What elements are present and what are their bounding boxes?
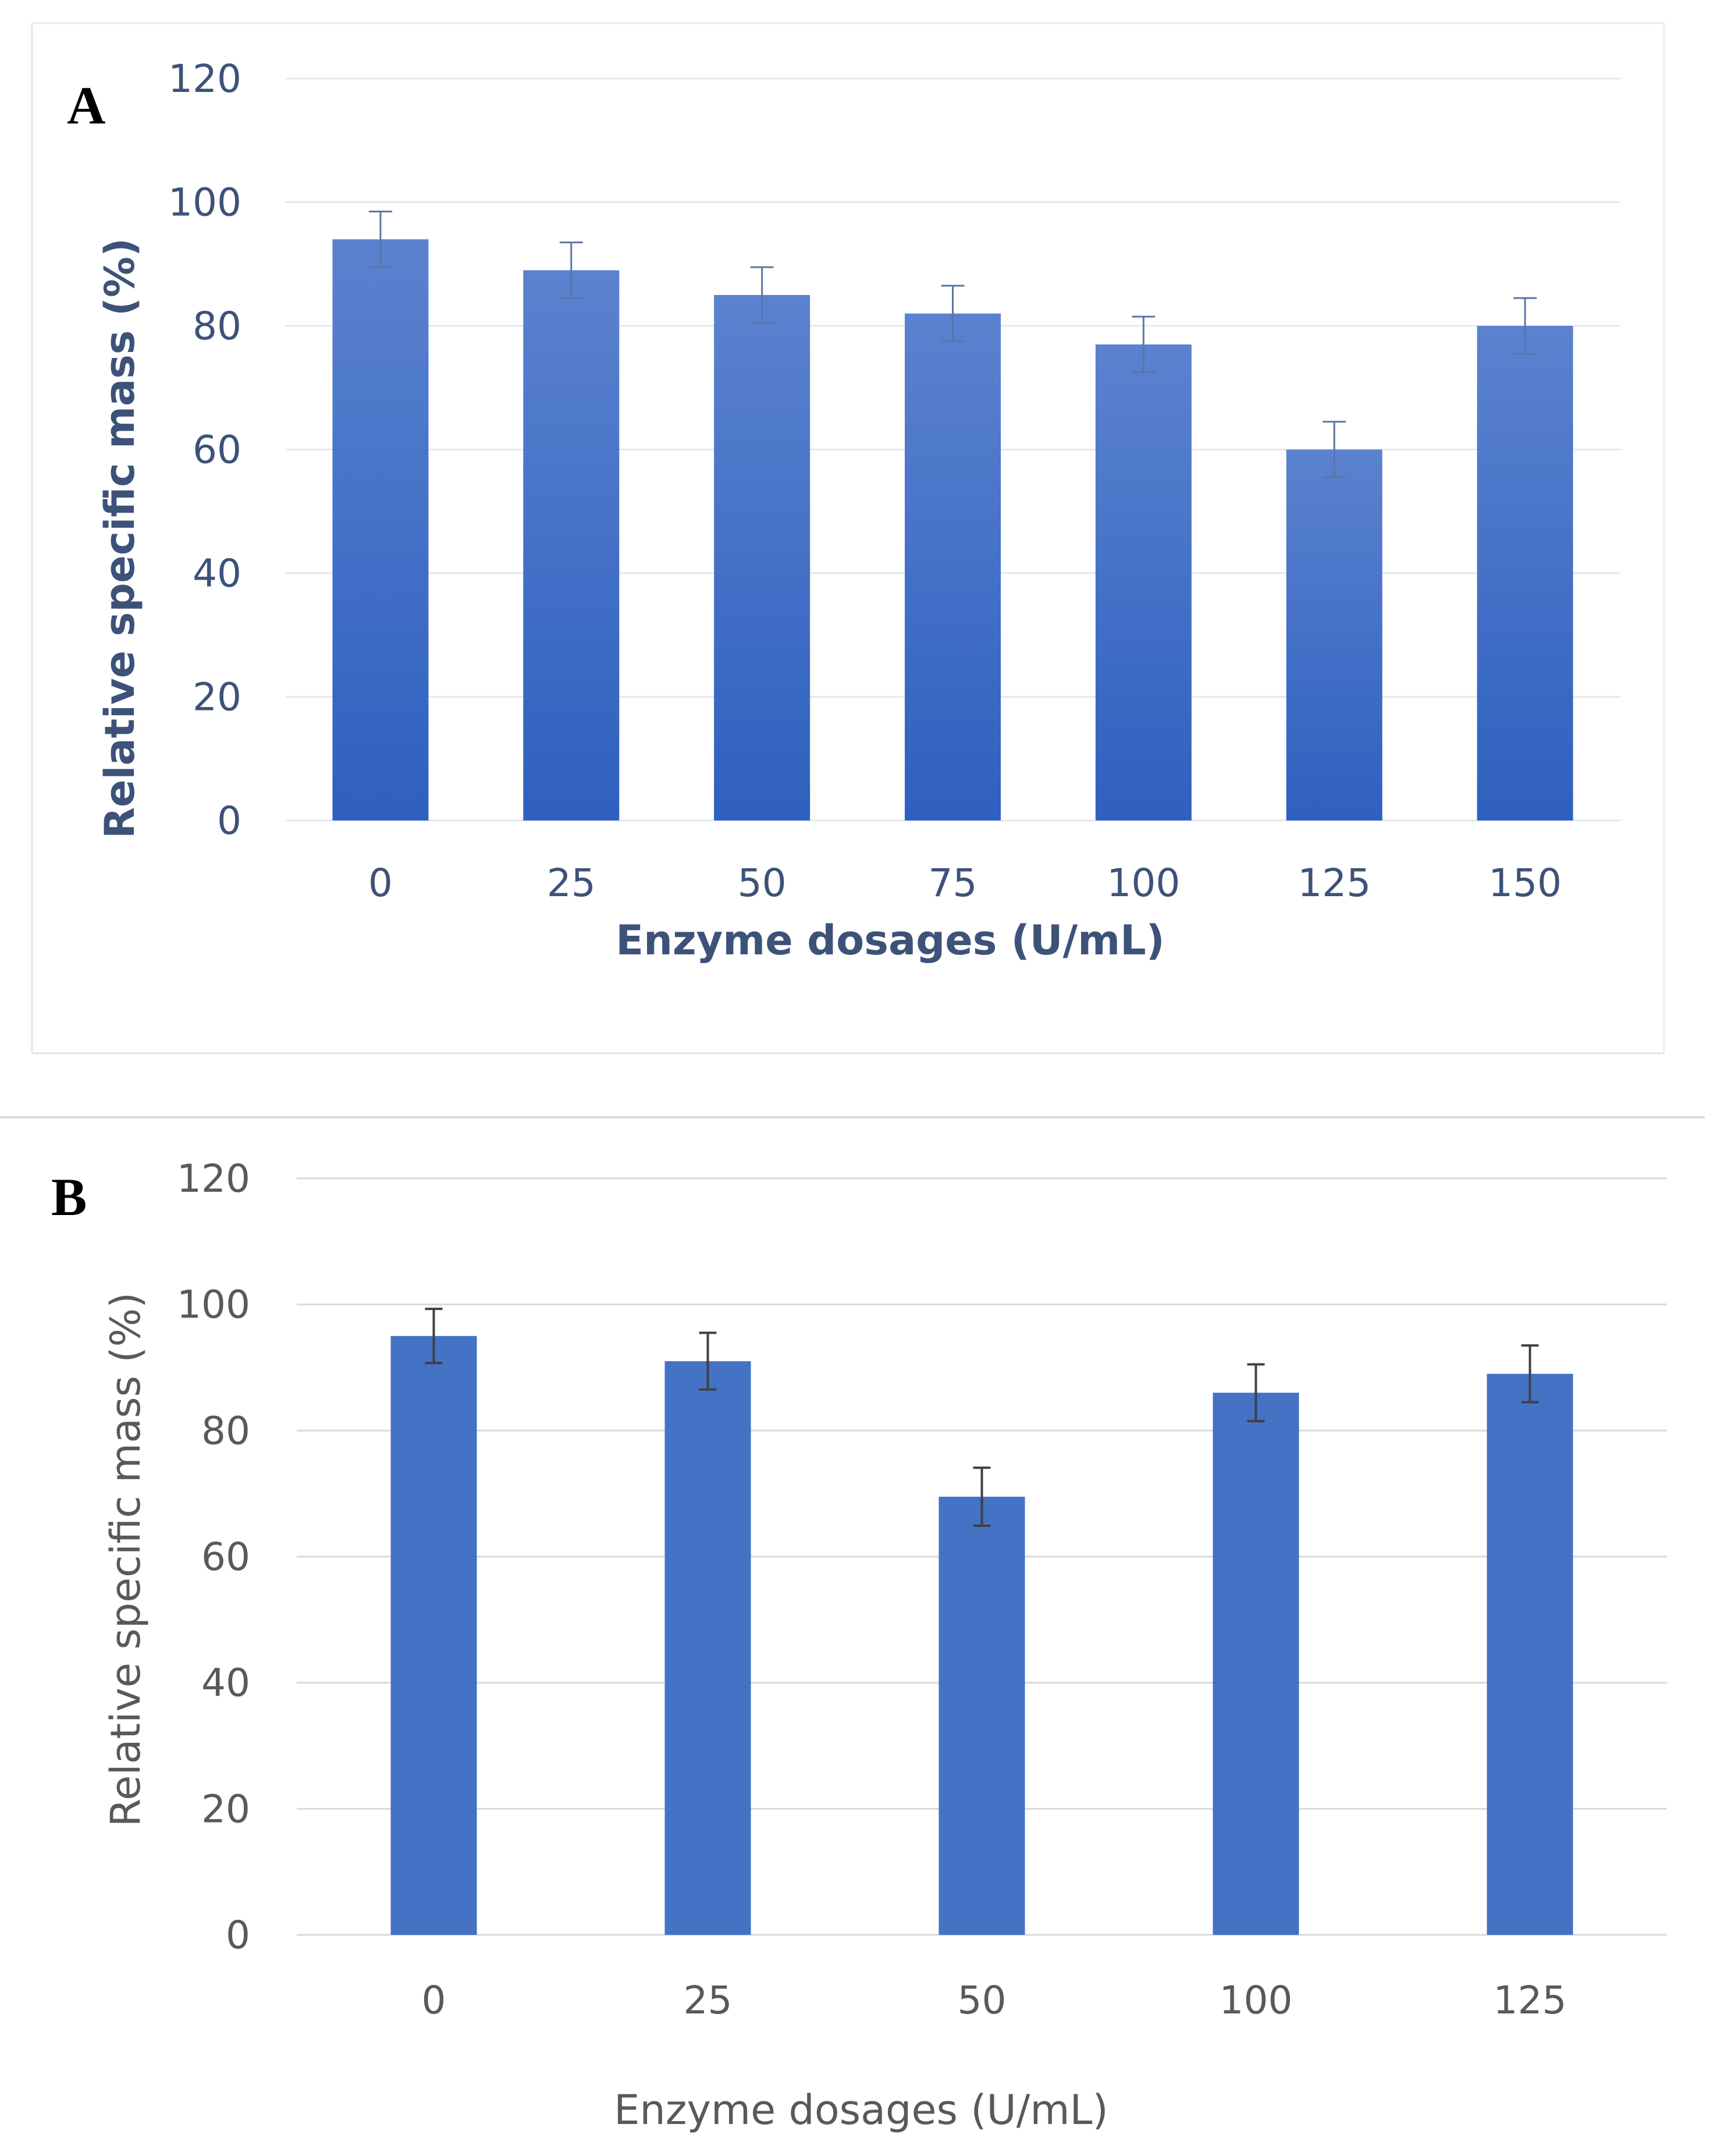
panel-a-y-tick-label: 120 (168, 56, 241, 101)
panel-a-error-bar (941, 285, 965, 343)
panel-a-y-tick-label: 20 (193, 675, 241, 720)
panel-a-error-bars (368, 210, 1537, 478)
panel-b-bar (939, 1497, 1025, 1935)
panel-a-bars (332, 239, 1573, 821)
panel-a-bar (1095, 344, 1192, 821)
panel-a-error-bar (1132, 315, 1156, 374)
panel-a-bar (1286, 449, 1382, 821)
panel-b-x-tick-label: 25 (684, 1978, 733, 2023)
panel-b-y-tick-labels: 0 20 40 60 80 100 120 (177, 1156, 250, 1958)
panel-b: B 0 20 40 60 80 100 120 0 25 50 100 125 Enzyme dos… (51, 1156, 1667, 2134)
panel-b-error-bars (425, 1308, 1539, 1527)
panel-b-x-tick-label: 50 (958, 1978, 1007, 2023)
panel-a-bar (714, 294, 811, 821)
panel-b-error-bar (1247, 1363, 1265, 1423)
panel-a-x-tick-label: 125 (1298, 861, 1371, 905)
panel-a-x-tick-label: 150 (1488, 861, 1562, 905)
panel-a-x-tick-label: 50 (738, 861, 787, 905)
panel-b-letter: B (51, 1167, 87, 1227)
panel-b-y-tick-label: 20 (201, 1786, 250, 1831)
panel-b-y-tick-label: 0 (226, 1913, 250, 1958)
panel-a: A 0 20 40 60 80 100 120 0 25 50 75 100 125 150 Enzym… (31, 22, 1665, 1054)
panel-a-y-axis-title: Relative specific mass (%) (96, 238, 144, 839)
panel-a-error-bar (1323, 421, 1346, 478)
panel-a-x-tick-label: 0 (368, 861, 393, 905)
panel-b-y-tick-label: 80 (201, 1408, 250, 1453)
panel-b-error-bar (699, 1331, 717, 1391)
panel-a-y-tick-label: 0 (217, 798, 241, 843)
panel-a-x-axis-title: Enzyme dosages (U/mL) (616, 917, 1164, 964)
panel-a-error-bar (750, 266, 774, 324)
panel-b-x-axis-title: Enzyme dosages (U/mL) (614, 2086, 1108, 2134)
panel-b-x-tick-labels: 0 25 50 100 125 (422, 1978, 1567, 2023)
panel-b-error-bar (425, 1308, 443, 1365)
panel-b-bar (390, 1335, 477, 1935)
panel-b-x-tick-label: 0 (422, 1978, 446, 2023)
panel-a-error-bar (559, 241, 583, 299)
panel-a-y-tick-labels: 0 20 40 60 80 100 120 (168, 56, 241, 843)
panel-a-bar (332, 239, 429, 821)
panel-b-bar (664, 1361, 751, 1935)
panel-b-y-tick-label: 100 (177, 1283, 250, 1327)
panel-b-y-tick-label: 40 (201, 1661, 250, 1706)
panel-b-y-tick-label: 120 (177, 1156, 250, 1201)
panel-a-x-tick-labels: 0 25 50 75 100 125 150 (368, 861, 1562, 905)
panel-b-bar (1487, 1373, 1573, 1935)
panel-b-bar (1213, 1393, 1299, 1935)
panel-a-bar (523, 270, 620, 821)
panel-b-error-bar (1521, 1344, 1539, 1404)
panel-b-y-tick-label: 60 (201, 1535, 250, 1579)
panel-a-error-bar (368, 210, 392, 268)
panel-a-letter: A (67, 76, 105, 135)
panel-a-y-tick-label: 80 (193, 304, 241, 349)
panel-a-bar (905, 313, 1001, 821)
panel-a-bar (1477, 326, 1573, 821)
panel-a-y-tick-label: 60 (193, 428, 241, 473)
panel-b-x-tick-label: 125 (1494, 1978, 1567, 2023)
panel-a-x-tick-label: 25 (547, 861, 596, 905)
panel-b-bars (390, 1335, 1573, 1935)
panel-b-x-tick-label: 100 (1220, 1978, 1293, 2023)
panel-b-error-bar (973, 1466, 991, 1527)
panel-b-y-axis-title: Relative specific mass (%) (102, 1292, 150, 1827)
panel-a-x-tick-label: 75 (929, 861, 977, 905)
panel-a-y-tick-label: 100 (168, 180, 241, 225)
panel-a-x-tick-label: 100 (1107, 861, 1180, 905)
panel-a-error-bar (1513, 297, 1537, 355)
panel-a-y-tick-label: 40 (193, 551, 241, 596)
